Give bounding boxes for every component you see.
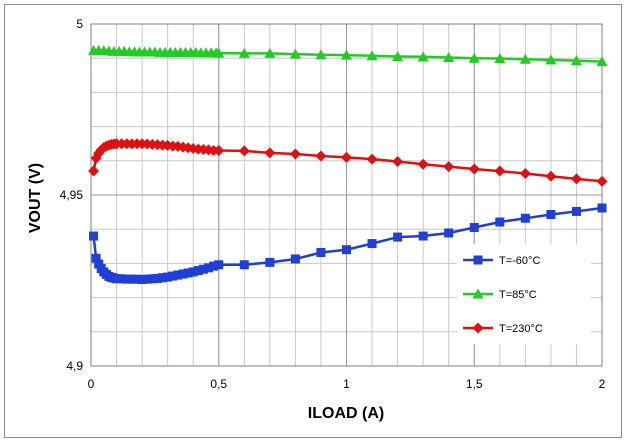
y-tick-label: 4,9: [66, 359, 83, 373]
data-point: [265, 258, 274, 267]
data-point: [291, 254, 300, 263]
data-point: [367, 154, 378, 165]
data-point: [368, 239, 377, 248]
legend: T=-60°C T=85°C T=230°C: [457, 244, 591, 344]
data-point: [571, 173, 582, 184]
data-point: [469, 164, 480, 175]
data-point: [546, 210, 555, 219]
data-point: [520, 168, 531, 179]
data-point: [545, 171, 556, 182]
data-point: [89, 232, 98, 241]
data-point: [316, 248, 325, 257]
data-point: [315, 151, 326, 162]
x-tick-label: 1: [343, 377, 350, 391]
x-tick-label: 0: [88, 377, 95, 391]
data-point: [419, 232, 428, 241]
data-point: [342, 245, 351, 254]
data-point: [598, 203, 607, 212]
x-axis-title: ILOAD (A): [308, 405, 384, 422]
y-axis-title: VOUT (V): [27, 163, 44, 233]
data-point: [494, 166, 505, 177]
x-tick-label: 1,5: [466, 377, 483, 391]
data-point: [597, 176, 608, 187]
data-point: [290, 148, 301, 159]
y-tick-label: 5: [76, 17, 83, 31]
data-point: [572, 207, 581, 216]
data-point: [393, 233, 402, 242]
data-point: [470, 223, 479, 232]
data-point: [495, 218, 504, 227]
x-tick-label: 0,5: [210, 377, 227, 391]
data-point: [240, 260, 249, 269]
data-point: [443, 161, 454, 172]
data-point: [474, 256, 483, 265]
series-3: [88, 138, 607, 187]
x-tick-label: 2: [599, 377, 606, 391]
legend-label: T=85°C: [499, 289, 537, 301]
legend-label: T=230°C: [499, 323, 543, 335]
data-point: [88, 166, 99, 177]
y-tick-label: 4,95: [60, 188, 84, 202]
data-point: [239, 145, 250, 156]
data-point: [444, 228, 453, 237]
data-point: [214, 260, 223, 269]
data-point: [264, 147, 275, 158]
data-point: [521, 214, 530, 223]
data-point: [392, 156, 403, 167]
series-2: [88, 45, 607, 66]
legend-label: T=-60°C: [499, 255, 540, 267]
